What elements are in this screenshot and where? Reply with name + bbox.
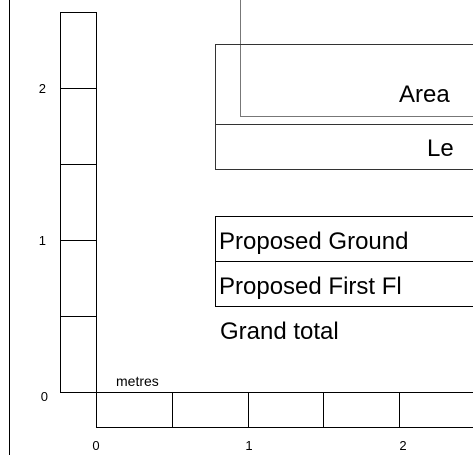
vertical-tick-label-1: 1 [39, 233, 46, 248]
vertical-scale-bar [60, 12, 97, 393]
horizontal-tick-label-0: 0 [92, 438, 99, 453]
schedule-header-level: Le [427, 135, 454, 162]
schedule-total-label: Grand total [220, 318, 339, 345]
vertical-tick-label-0: 0 [41, 389, 48, 404]
vertical-tick-label-2: 2 [39, 81, 46, 96]
schedule-row-label: Proposed Ground [219, 228, 408, 255]
area-schedule [215, 0, 473, 307]
horizontal-tick-label-1: 1 [245, 438, 252, 453]
horizontal-tick-label-2: 2 [399, 438, 406, 453]
horizontal-scale-bar [96, 392, 473, 428]
schedule-row-label: Proposed First Fl [219, 273, 402, 300]
schedule-header-area: Area [399, 81, 450, 108]
scale-unit-label: metres [116, 373, 159, 389]
